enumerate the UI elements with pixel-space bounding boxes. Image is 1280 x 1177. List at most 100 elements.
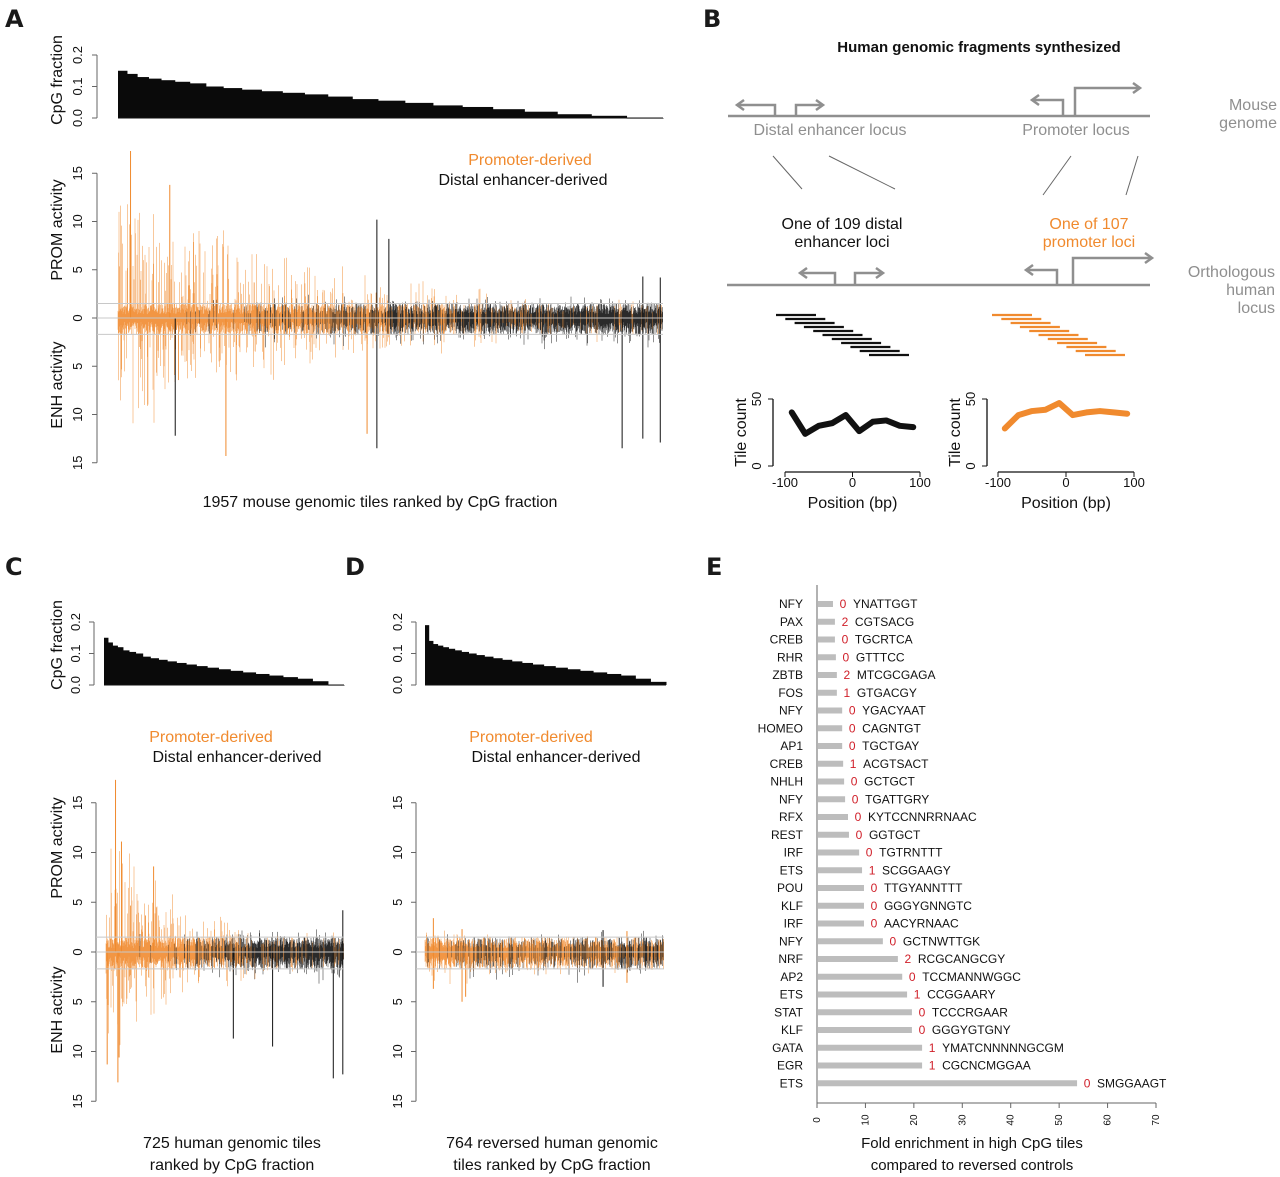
motif-count-label: 1: [929, 1041, 936, 1055]
panel-c-prom-ylabel: PROM activity: [49, 797, 66, 898]
cpg-step-bar: [196, 666, 208, 685]
motif-count-label: 0: [871, 881, 878, 895]
activity-y-tick-label-prom: 0: [70, 948, 85, 955]
mouse-enhancer-tss-arrows: [734, 98, 826, 116]
motif-family-label: NFY: [779, 597, 803, 611]
motif-count-label: 0: [1084, 1076, 1091, 1090]
activity-y-tick-label-prom: 5: [70, 899, 85, 906]
motif-sequence-label: YNATTGGT: [853, 597, 918, 611]
motif-row: POU 0 TTGYANNTTT: [777, 881, 963, 895]
motif-count-label: 2: [844, 668, 851, 682]
panel-a: 0.00.10.2 CpG fraction Promoter-derived …: [49, 35, 664, 511]
distal-enhancer-locus-label: Distal enhancer locus: [754, 122, 907, 139]
motif-sequence-label: GGTGCT: [869, 828, 921, 842]
panel-a-enh-ylabel: ENH activity: [49, 341, 66, 428]
promoter-tile-count-plot: 0 50 -100 0 100 Position (bp) Tile count: [947, 392, 1145, 512]
cpg-step-bar: [511, 661, 523, 685]
panel-b: Human genomic fragments synthesized Dist…: [727, 39, 1277, 512]
motif-count-label: 0: [840, 597, 847, 611]
cpg-step-bar: [428, 640, 434, 685]
activity-y-tick-label-enh: 15: [390, 1094, 405, 1108]
motif-sequence-label: TGCTGAY: [862, 739, 919, 753]
motif-count-label: 2: [842, 615, 849, 629]
enrichment-bar: [818, 725, 843, 732]
enrichment-bar: [818, 1062, 923, 1069]
cpg-step-bar: [129, 651, 137, 685]
cpg-step-bar: [492, 658, 503, 685]
activity-y-tick-label-prom: 15: [390, 796, 405, 810]
enrichment-bar: [818, 689, 837, 696]
cpg-step-bar: [112, 645, 118, 685]
panel-c-cpg-plot: 0.0 0.1 0.2: [68, 613, 345, 694]
motif-count-label: 0: [871, 917, 878, 931]
enrichment-bar: [818, 743, 843, 749]
cpg-step-bar: [432, 644, 439, 685]
activity-y-tick-label-prom: 15: [70, 166, 85, 180]
motif-sequence-label: TGCRTCA: [855, 633, 913, 647]
panel-label-b: B: [703, 5, 721, 33]
enhancer-tiles: [776, 313, 909, 357]
motif-count-label: 1: [929, 1059, 936, 1073]
human-locus-label-3: locus: [1238, 300, 1275, 317]
motif-count-label: 0: [871, 899, 878, 913]
panel-c: 0.00.10.2 CpG fraction Promoter-derived …: [49, 600, 345, 1174]
enrichment-bar: [818, 636, 835, 643]
motif-sequence-label: TTGYANNTTT: [884, 881, 963, 895]
enrichment-bar: [818, 760, 844, 767]
motif-sequence-label: GTGACGY: [857, 686, 917, 700]
position-x-tick-label: 0: [849, 475, 856, 490]
activity-y-tick-label-prom: 15: [70, 796, 85, 810]
enrichment-bar: [818, 973, 903, 980]
mouse-promoter-tss-arrows: [1029, 81, 1143, 116]
enrichment-bar: [818, 672, 837, 678]
cpg-step-bar: [327, 96, 353, 118]
panel-d-caption-2: tiles ranked by CpG fraction: [453, 1157, 650, 1174]
cpg-step-bar: [104, 637, 109, 685]
enrichment-bar: [818, 796, 846, 803]
motif-family-label: KLF: [781, 899, 803, 913]
cpg-step-bar: [161, 80, 176, 118]
motif-row: IRF 0 TGTRNTTT: [784, 846, 943, 860]
motif-sequence-label: CGCNCMGGAA: [942, 1059, 1031, 1073]
motif-row: ETS 1 CCGGAARY: [780, 988, 996, 1002]
panel-e-x-tick-label: 20: [909, 1114, 920, 1126]
cpg-step-bar: [242, 672, 257, 685]
cpg-step-bar: [606, 673, 622, 685]
motif-row: CREB 0 TGCRTCA: [770, 633, 913, 647]
cpg-step-bar: [186, 664, 197, 685]
cpg-step-bar: [442, 647, 449, 685]
motif-family-label: REST: [771, 828, 804, 842]
cpg-y-tick-label: 0.2: [70, 46, 85, 64]
cpg-step-bar: [555, 667, 568, 685]
activity-y-tick-label-prom: 0: [70, 314, 85, 321]
motif-sequence-label: CCGGAARY: [927, 988, 995, 1002]
promoter-loci-count-label-2: promoter loci: [1043, 234, 1135, 251]
motif-sequence-label: MTCGCGAGA: [857, 668, 936, 682]
cpg-y-tick-label: 0.0: [68, 676, 83, 694]
motif-family-label: NFY: [779, 934, 803, 948]
panel-e-xlabel-1: Fold enrichment in high CpG tiles: [861, 1135, 1083, 1152]
enrichment-bar: [818, 885, 864, 891]
cpg-step-bar: [448, 648, 456, 685]
panel-label-c: C: [5, 553, 23, 581]
promoter-locus-label: Promoter locus: [1022, 122, 1130, 139]
motif-sequence-label: GGGYGNNGTC: [884, 899, 972, 913]
motif-row: RFX 0 KYTCCNNRRNAAC: [779, 810, 977, 824]
enrichment-bar: [818, 991, 908, 998]
motif-row: STAT 0 TCCCRGAAR: [774, 1005, 1008, 1019]
motif-sequence-label: TGATTGRY: [865, 792, 929, 806]
motif-family-label: PAX: [780, 615, 803, 629]
cpg-step-bar: [218, 669, 231, 685]
enrichment-bar: [818, 618, 835, 625]
panel-e-xlabel-2: compared to reversed controls: [871, 1157, 1074, 1174]
cpg-step-bar: [462, 106, 494, 118]
enrichment-bar: [818, 1027, 912, 1033]
mouse-genome-label-1: Mouse: [1229, 97, 1277, 114]
position-x-label: Position (bp): [808, 495, 898, 512]
position-x-tick-label: 0: [1062, 475, 1069, 490]
activity-y-tick-label-enh: 10: [390, 1044, 405, 1058]
motif-family-label: RFX: [779, 810, 803, 824]
panel-a-legend-enhancer: Distal enhancer-derived: [439, 172, 608, 189]
